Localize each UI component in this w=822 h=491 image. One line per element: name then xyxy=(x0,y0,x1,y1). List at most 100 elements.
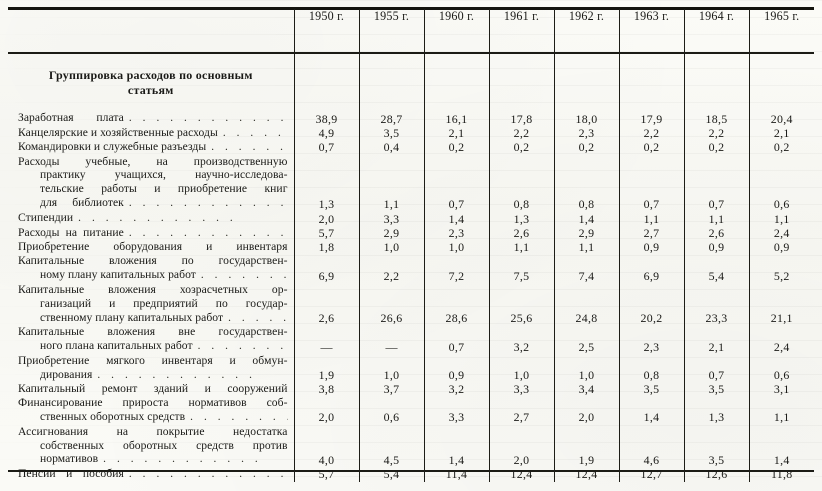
cell-value: 3,4 xyxy=(578,382,595,397)
row-label-line: Приобретение оборудования и инвентаря xyxy=(18,240,288,254)
cell-value: 4,5 xyxy=(383,453,400,467)
cell-stipendii-1964: 1,1 xyxy=(683,211,749,226)
cell-assignovaniya-na-pokrytie-nedostatka-1965: 1,4 xyxy=(748,424,814,468)
cell-kancelyarskie-hozyajstvennye-rashody-1965: 2,1 xyxy=(748,125,814,141)
cell-value: 3,3 xyxy=(513,382,530,397)
cell-kapvlozheniya-gosplan-1960: 7,2 xyxy=(423,254,489,283)
cell-value: 4,6 xyxy=(643,453,660,467)
cell-value: 12,4 xyxy=(510,467,533,482)
cell-spacer xyxy=(685,283,749,297)
cell-spacer xyxy=(425,283,489,297)
cell-value: 28,7 xyxy=(380,111,403,126)
cell-kapvlozheniya-gosplan-1965: 5,2 xyxy=(748,254,814,283)
cell-kapvlozheniya-gosplan-1955: 2,2 xyxy=(358,254,424,283)
cell-value: 0,7 xyxy=(448,339,465,354)
cell-priobretenie-oborudovaniya-inventarya-1964: 0,9 xyxy=(683,240,749,255)
cell-value: 2,2 xyxy=(383,268,400,283)
section-title: Группировка расходов по основным статьям xyxy=(8,52,294,111)
cell-spacer xyxy=(555,354,619,368)
row-label-priobretenie-myagkogo-inventarya: Приобретение мягкого инвентаря и обмун-д… xyxy=(8,354,294,382)
cell-stipendii-1961: 1,3 xyxy=(488,211,554,226)
section-title-line-1: Группировка расходов по основным xyxy=(48,68,253,82)
cell-value: 1,3 xyxy=(318,197,335,212)
cell-finansirovanie-prirosta-normativov-1963: 1,4 xyxy=(618,396,684,425)
row-label-line: Капитальные вложения по государствен- xyxy=(18,254,288,268)
table-row: Пенсии и пособия. . . . . . . . . . . . 5… xyxy=(8,467,814,482)
cell-priobretenie-oborudovaniya-inventarya-1960: 1,0 xyxy=(423,240,489,255)
row-label-priobretenie-oborudovaniya-inventarya: Приобретение оборудования и инвентаря xyxy=(8,240,294,254)
cell-spacer xyxy=(555,183,619,197)
header-cell-1950: 1950 г. xyxy=(293,9,359,52)
section-title-spacer-1962 xyxy=(553,52,619,112)
cell-stipendii-1960: 1,4 xyxy=(423,211,489,226)
cell-zarabotnaya-plata-1955: 28,7 xyxy=(358,111,424,126)
cell-value: 1,3 xyxy=(513,211,530,226)
cell-spacer xyxy=(750,354,815,368)
cell-spacer xyxy=(685,425,749,439)
header-cell-1963: 1963 г. xyxy=(618,9,684,52)
cell-kapvlozheniya-hozraschetnyh-1955: 26,6 xyxy=(358,282,424,326)
cell-finansirovanie-prirosta-normativov-1950: 2,0 xyxy=(293,396,359,425)
table-row: Канцелярские и хозяйственные расходы. . … xyxy=(8,125,814,141)
table-top-rule xyxy=(8,7,814,10)
cell-kapremont-zdanij-sooruzhenij-1960: 3,2 xyxy=(423,382,489,397)
cell-value: 1,1 xyxy=(708,211,725,226)
cell-value: 2,5 xyxy=(578,339,595,354)
cell-spacer xyxy=(555,439,619,453)
cell-spacer xyxy=(750,325,815,339)
cell-spacer xyxy=(750,396,815,410)
cell-kancelyarskie-hozyajstvennye-rashody-1964: 2,2 xyxy=(683,125,749,141)
cell-assignovaniya-na-pokrytie-nedostatka-1955: 4,5 xyxy=(358,424,424,468)
cell-spacer xyxy=(425,254,489,268)
cell-kapremont-zdanij-sooruzhenij-1961: 3,3 xyxy=(488,382,554,397)
cell-value: 3,5 xyxy=(643,382,660,397)
cell-kapvlozheniya-hozraschetnyh-1961: 25,6 xyxy=(488,282,554,326)
cell-value: 7,5 xyxy=(513,268,530,283)
cell-pensii-i-posobiya-1964: 12,6 xyxy=(683,467,749,482)
cell-kapvlozheniya-gosplan-1963: 6,9 xyxy=(618,254,684,283)
cell-spacer xyxy=(555,396,619,410)
cell-spacer xyxy=(295,325,359,339)
cell-spacer xyxy=(620,325,684,339)
cell-value: 12,6 xyxy=(705,467,728,482)
cell-value: 1,4 xyxy=(643,410,660,425)
table-row: Расходы на питание. . . . . . . . . . . … xyxy=(8,225,814,241)
cell-value: 6,9 xyxy=(318,268,335,283)
cell-value: 1,8 xyxy=(318,240,335,255)
cell-assignovaniya-na-pokrytie-nedostatka-1964: 3,5 xyxy=(683,424,749,468)
dot-leader: . . . . . . . . . . . . xyxy=(211,141,288,154)
cell-spacer xyxy=(490,297,554,311)
cell-kancelyarskie-hozyajstvennye-rashody-1950: 4,9 xyxy=(293,125,359,141)
cell-value: 3,1 xyxy=(773,382,790,397)
cell-value: 2,1 xyxy=(708,339,725,354)
cell-value: 5,7 xyxy=(318,226,335,240)
cell-spacer xyxy=(295,297,359,311)
cell-value: 0,2 xyxy=(708,140,725,155)
cell-komandirovki-sluzhebnye-razezdy-1963: 0,2 xyxy=(618,140,684,155)
header-cell-1964: 1964 г. xyxy=(683,9,749,52)
row-label-line: ственных оборотных средств. . . . . . . … xyxy=(18,410,288,424)
cell-kapvlozheniya-vne-gosplana-1960: 0,7 xyxy=(423,325,489,354)
cell-priobretenie-myagkogo-inventarya-1950: 1,9 xyxy=(293,353,359,383)
cell-kapvlozheniya-hozraschetnyh-1950: 2,6 xyxy=(293,282,359,326)
cell-spacer xyxy=(360,396,424,410)
row-label-line: Капитальный ремонт зданий и сооружений xyxy=(18,382,288,396)
cell-kapvlozheniya-vne-gosplana-1950: — xyxy=(293,325,359,354)
table-row: Капитальные вложения по государствен-ном… xyxy=(8,254,814,283)
cell-spacer xyxy=(425,169,489,183)
cell-value: 5,4 xyxy=(383,467,400,482)
table-head: 1950 г. 1955 г. 1960 г. 1961 г. 1962 г. … xyxy=(8,9,814,52)
cell-value: 4,0 xyxy=(318,453,335,467)
cell-spacer xyxy=(295,169,359,183)
cell-spacer xyxy=(685,169,749,183)
cell-rashody-na-pitanie-1961: 2,6 xyxy=(488,225,554,241)
cell-spacer xyxy=(295,439,359,453)
cell-spacer xyxy=(750,283,815,297)
cell-value: 2,7 xyxy=(513,410,530,425)
cell-value: 0,2 xyxy=(513,140,530,155)
cell-value: 12,7 xyxy=(640,467,663,482)
cell-value: 17,8 xyxy=(510,111,533,126)
cell-finansirovanie-prirosta-normativov-1961: 2,7 xyxy=(488,396,554,425)
cell-value: 2,6 xyxy=(318,311,335,326)
row-label-kapremont-zdanij-sooruzhenij: Капитальный ремонт зданий и сооружений xyxy=(8,382,294,396)
